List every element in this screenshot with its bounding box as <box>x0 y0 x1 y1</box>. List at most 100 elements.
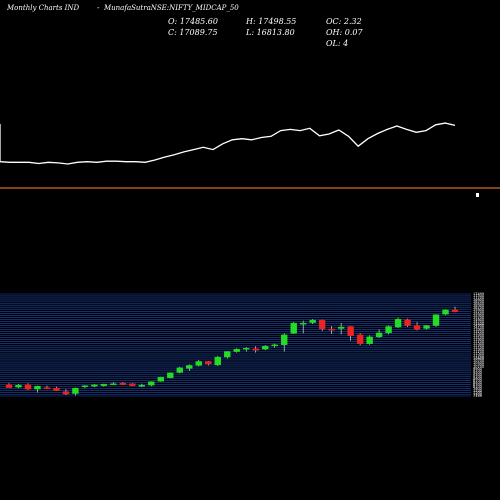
y-tick-label: 12700 <box>473 339 484 343</box>
y-tick-label: 7149 <box>473 394 482 398</box>
candle-body-up <box>337 326 345 329</box>
y-tick-label: 11300 <box>473 353 484 357</box>
candle-body-up <box>72 387 79 394</box>
candle-body-up <box>186 365 193 369</box>
y-tick-label: 15500 <box>473 312 484 316</box>
low-stat-value: 16813.80 <box>256 28 295 37</box>
candle-body-up <box>262 346 269 350</box>
y-tick-label: 8900 <box>473 377 482 381</box>
y-tick-label: 8500 <box>473 381 482 385</box>
high-stat-value: 17498.55 <box>258 17 297 26</box>
candle-body-up <box>214 356 221 366</box>
open-stat-label: O: <box>168 17 178 26</box>
y-tick-label: 16900 <box>473 298 484 302</box>
y-tick-label: 15900 <box>473 308 484 312</box>
y-tick-label: 11700 <box>473 349 484 353</box>
candle-body-up <box>110 383 117 386</box>
candlestick-panel <box>5 306 459 396</box>
candle-body-down <box>205 361 212 365</box>
candle-body-up <box>195 361 202 366</box>
y-axis-ticks: 1749917300171001690016700165001630016100… <box>473 292 484 398</box>
candle-body-up <box>290 322 297 334</box>
candle-body-up <box>442 309 449 315</box>
close-stat: C: 17089.75 <box>168 28 218 37</box>
y-tick-label: 16700 <box>473 300 484 304</box>
oc-stat: OC: 2.32 <box>326 17 362 26</box>
separator-label: - <box>97 4 100 12</box>
candle-body-up <box>167 372 174 378</box>
candle-body-down <box>24 384 32 390</box>
candle-grid <box>0 293 471 397</box>
candle-body-up <box>81 385 89 388</box>
candle-body-down <box>404 319 411 326</box>
candle-body-down <box>318 319 326 330</box>
oh-stat-label: OH: <box>326 28 343 37</box>
ol-stat-label: OL: <box>326 39 341 48</box>
candle-body-up <box>34 385 41 390</box>
open-stat: O: 17485.60 <box>168 17 218 26</box>
y-tick-label: 16300 <box>473 304 484 308</box>
source-label: Monthly Charts IND <box>7 4 80 12</box>
candle-body-down <box>62 391 70 395</box>
y-tick-label: 10300 <box>473 363 484 367</box>
y-tick-label: 10500 <box>473 361 484 365</box>
candle-body-down <box>252 348 259 351</box>
y-tick-label: 9700 <box>473 369 482 373</box>
y-tick-label: 12900 <box>473 338 484 342</box>
oh-stat-value: 0.07 <box>344 28 363 37</box>
candle-body-up <box>91 384 98 387</box>
candle-body-up <box>233 348 240 352</box>
candle-body-up <box>280 334 288 345</box>
y-tick-label: 17300 <box>473 294 484 298</box>
high-stat: H: 17498.55 <box>246 17 296 26</box>
y-tick-label: 14300 <box>473 324 484 328</box>
candle-body-down <box>53 387 60 391</box>
y-tick-label: 9500 <box>473 371 482 375</box>
candle-body-down <box>43 387 51 390</box>
oc-stat-value: 2.32 <box>343 17 362 26</box>
candle-body-up <box>138 384 146 387</box>
candle-body-up <box>157 377 165 382</box>
y-tick-label: 7700 <box>473 389 482 393</box>
candle-body-down <box>451 309 459 312</box>
line-panel <box>0 122 456 165</box>
high-stat-label: H: <box>246 17 256 26</box>
candle-body-up <box>15 384 22 388</box>
y-tick-label: 11500 <box>473 351 484 355</box>
y-tick-label: 15300 <box>473 314 484 318</box>
symbol-label: MunafaSutraNSE:NIFTY_MIDCAP_50 <box>104 4 239 12</box>
candle-body-up <box>148 381 155 386</box>
candle-body-up <box>366 336 373 344</box>
y-tick-label: 14100 <box>473 326 484 330</box>
y-tick-label: 8700 <box>473 379 482 383</box>
candle-body-down <box>5 384 13 388</box>
candle-body-up <box>271 344 278 347</box>
y-tick-label: 12300 <box>473 343 484 347</box>
y-tick-label: 7900 <box>473 387 482 391</box>
y-tick-label: 13700 <box>473 330 484 334</box>
open-stat-value: 17485.60 <box>179 17 218 26</box>
y-tick-label: 13300 <box>473 334 484 338</box>
y-tick-label: 9300 <box>473 373 482 377</box>
y-tick-label: 14900 <box>473 318 484 322</box>
y-tick-label: 7300 <box>473 393 482 397</box>
y-tick-label: 7500 <box>473 391 482 395</box>
y-tick-label: 11100 <box>473 355 484 359</box>
y-tick-label: 16100 <box>473 306 484 310</box>
y-tick-label: 15700 <box>473 310 484 314</box>
low-stat: L: 16813.80 <box>246 28 295 37</box>
candle-body-up <box>432 314 440 326</box>
low-stat-label: L: <box>246 28 255 37</box>
close-stat-value: 17089.75 <box>179 28 218 37</box>
candle-body-up <box>100 383 108 386</box>
separator-marker <box>476 193 479 197</box>
candle-body-down <box>129 383 136 386</box>
y-tick-label: 15100 <box>473 316 484 320</box>
candle-body-down <box>119 382 127 385</box>
candle-body-up <box>299 322 307 325</box>
y-tick-label: 10900 <box>473 357 484 361</box>
candle-body-up <box>309 319 316 323</box>
y-tick-label: 16500 <box>473 302 484 306</box>
candle-body-down <box>356 334 364 344</box>
